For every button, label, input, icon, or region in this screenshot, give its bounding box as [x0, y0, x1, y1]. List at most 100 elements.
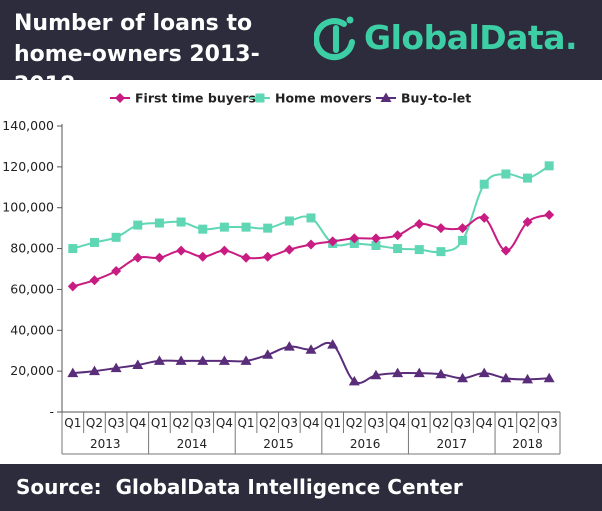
data-point-triangle — [435, 368, 447, 379]
y-tick-label: 20,000 — [10, 363, 54, 378]
line-chart: First time buyers Home movers Buy-to-let 14… — [2, 91, 561, 455]
x-tick-label: Q1 — [497, 416, 514, 430]
x-tick-label: Q3 — [281, 416, 298, 430]
data-point-triangle — [110, 362, 122, 373]
data-point-triangle — [413, 367, 425, 378]
data-point-diamond — [457, 223, 468, 234]
data-point-triangle — [175, 355, 187, 365]
x-tick-label: Q3 — [367, 416, 384, 430]
x-tick-label: Q3 — [541, 416, 558, 430]
data-point-triangle — [305, 344, 317, 354]
data-point-diamond — [435, 223, 446, 234]
data-point-square — [436, 247, 446, 257]
data-point-triangle — [478, 367, 490, 378]
data-point-square — [284, 216, 294, 226]
data-point-square — [544, 161, 554, 171]
data-point-diamond — [414, 219, 425, 230]
x-year-label: 2016 — [350, 437, 381, 451]
data-point-square — [133, 220, 143, 230]
y-tick-label: 140,000 — [2, 118, 54, 133]
x-tick-label: Q4 — [389, 416, 406, 430]
legend-label: Home movers — [275, 91, 372, 106]
x-tick-label: Q3 — [454, 416, 471, 430]
globaldata-wordmark: GlobalData. — [364, 18, 578, 57]
y-tick-label: 80,000 — [10, 241, 54, 256]
data-point-square — [111, 232, 121, 242]
x-tick-label: Q3 — [108, 416, 125, 430]
data-point-diamond — [284, 244, 295, 255]
data-point-diamond — [132, 252, 143, 263]
data-point-triangle — [348, 375, 360, 386]
data-point-triangle — [67, 367, 79, 378]
legend-label: Buy-to-let — [401, 91, 471, 106]
legend-marker-2 — [380, 92, 392, 102]
data-point-diamond — [262, 251, 273, 262]
x-year-label: 2017 — [436, 437, 467, 451]
globaldata-logo: GlobalData. — [314, 12, 594, 68]
data-point-diamond — [154, 252, 165, 263]
x-tick-label: Q1 — [237, 416, 254, 430]
x-year-label: 2018 — [512, 437, 543, 451]
y-tick-label: 60,000 — [10, 281, 54, 296]
data-point-triangle — [153, 355, 165, 365]
x-tick-label: Q2 — [519, 416, 536, 430]
data-point-diamond — [544, 209, 555, 220]
y-tick-label: 120,000 — [2, 159, 54, 174]
data-point-diamond — [370, 233, 381, 244]
x-tick-label: Q1 — [151, 416, 168, 430]
data-point-diamond — [500, 245, 511, 256]
data-point-diamond — [349, 233, 360, 244]
x-tick-label: Q4 — [216, 416, 233, 430]
data-point-diamond — [522, 217, 533, 228]
x-year-label: 2013 — [90, 437, 121, 451]
series-line-square — [72, 164, 550, 254]
globaldata-mark-icon — [314, 16, 355, 61]
data-point-square — [68, 244, 78, 254]
y-tick-label: - — [49, 404, 54, 419]
x-tick-label: Q4 — [302, 416, 319, 430]
data-point-square — [393, 244, 403, 254]
data-point-diamond — [176, 245, 187, 256]
data-point-square — [241, 222, 251, 232]
y-tick-label: 40,000 — [10, 322, 54, 337]
data-point-triangle — [370, 369, 382, 380]
x-year-label: 2015 — [263, 437, 294, 451]
data-point-diamond — [241, 252, 252, 263]
data-point-triangle — [218, 355, 230, 365]
x-tick-label: Q1 — [64, 416, 81, 430]
data-point-diamond — [89, 275, 100, 286]
x-tick-label: Q4 — [129, 416, 146, 430]
data-point-diamond — [327, 236, 338, 247]
x-tick-label: Q2 — [86, 416, 103, 430]
data-point-triangle — [457, 372, 469, 383]
data-point-diamond — [197, 251, 208, 262]
x-tick-label: Q2 — [346, 416, 363, 430]
data-point-diamond — [111, 266, 122, 277]
x-tick-label: Q2 — [173, 416, 190, 430]
data-point-square — [458, 235, 468, 245]
data-point-square — [176, 217, 186, 227]
data-point-square — [501, 169, 511, 179]
data-point-triangle — [543, 372, 555, 383]
data-point-square — [198, 224, 208, 234]
chart-title: Number of loans to home-owners 2013-2018 — [14, 11, 260, 98]
data-point-triangle — [392, 367, 404, 378]
data-point-triangle — [132, 359, 144, 370]
data-point-triangle — [262, 349, 274, 359]
legend-marker-0 — [115, 93, 125, 103]
source-text: Source: GlobalData Intelligence Center — [16, 475, 463, 499]
data-point-triangle — [522, 373, 534, 384]
data-point-diamond — [306, 239, 316, 250]
y-tick-label: 100,000 — [2, 200, 54, 215]
header-bar: Number of loans to home-owners 2013-2018… — [0, 0, 602, 98]
data-point-diamond — [67, 281, 78, 292]
data-point-square — [154, 218, 164, 228]
data-point-triangle — [327, 339, 339, 349]
data-point-square — [263, 223, 273, 233]
x-tick-label: Q1 — [324, 416, 341, 430]
data-point-diamond — [479, 212, 490, 223]
data-point-square — [306, 213, 316, 223]
data-point-square — [523, 173, 533, 183]
x-tick-label: Q4 — [476, 416, 493, 430]
data-point-square — [479, 179, 489, 189]
